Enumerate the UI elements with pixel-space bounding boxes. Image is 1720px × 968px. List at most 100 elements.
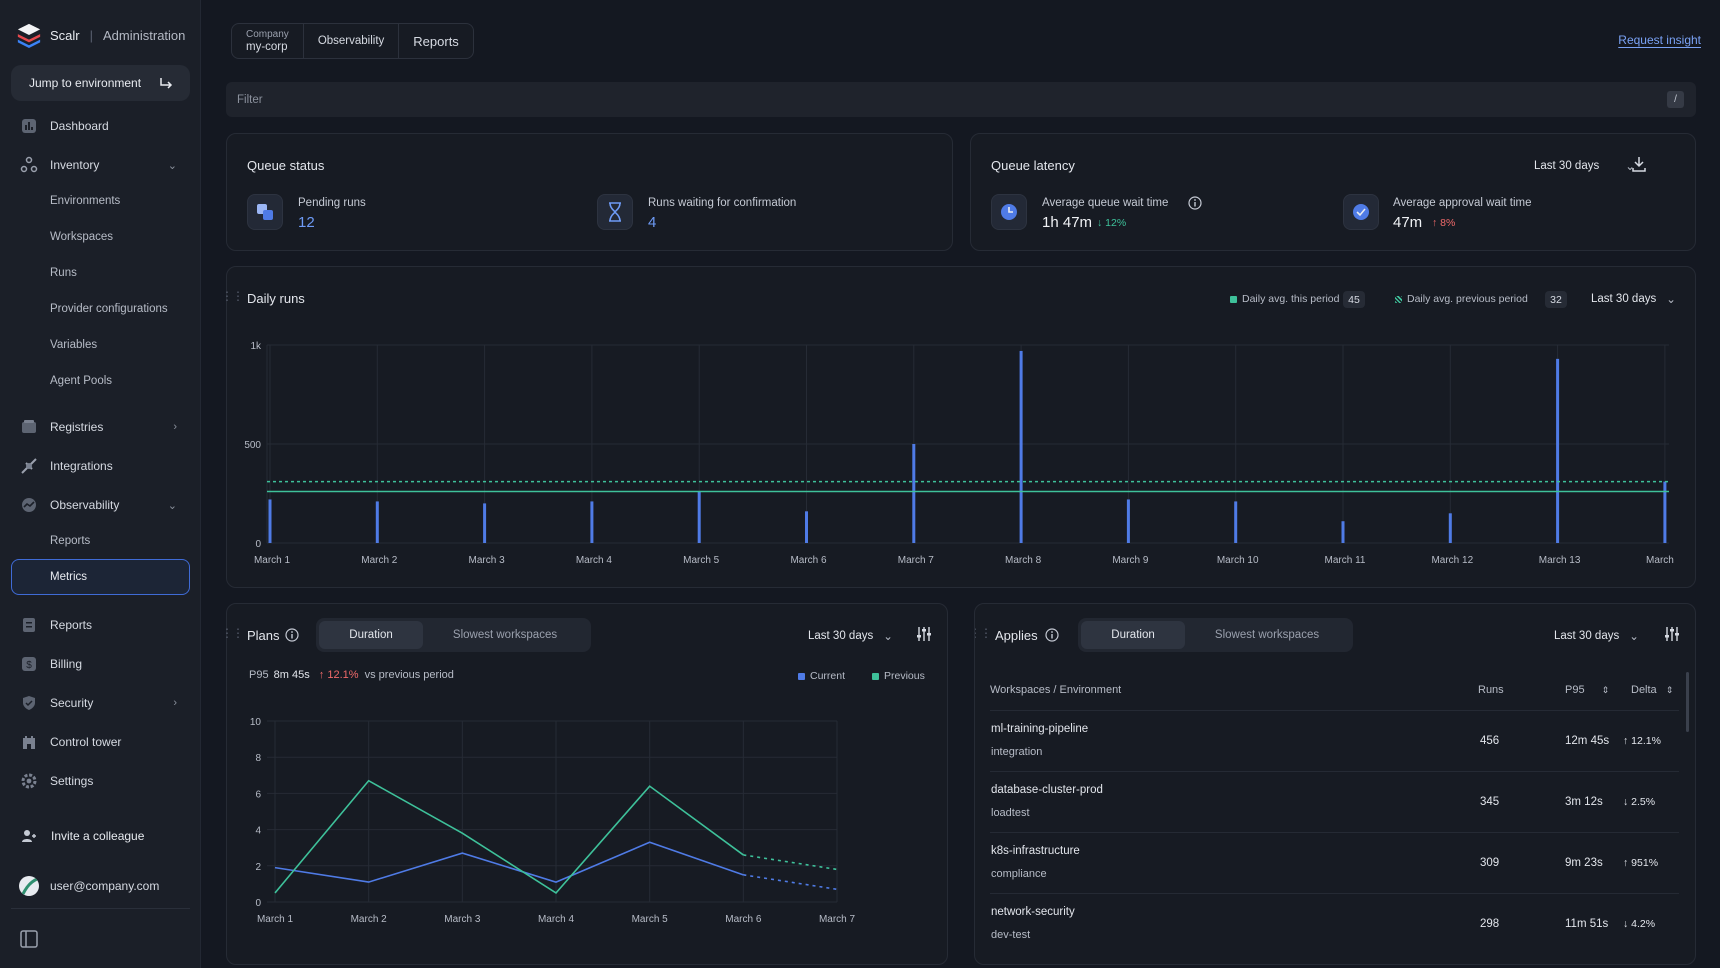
breadcrumb-section[interactable]: Observability <box>303 23 400 59</box>
download-icon[interactable] <box>1631 156 1647 175</box>
info-icon[interactable] <box>285 628 299 645</box>
row-runs: 309 <box>1480 857 1500 869</box>
period-label: Last 30 days <box>808 630 874 642</box>
avatar[interactable] <box>19 876 39 896</box>
sidebar-item-label: Settings <box>50 774 94 788</box>
x-tick-label: March 10 <box>1217 555 1259 566</box>
chevron-down-icon: ⌄ <box>167 159 177 172</box>
sidebar-subitem-runs[interactable]: Runs <box>50 267 77 279</box>
tab-duration[interactable]: Duration <box>319 621 423 649</box>
clock-icon <box>991 194 1027 230</box>
brand[interactable]: Scalr | Administration <box>16 22 185 48</box>
table-row[interactable]: network-security dev-test 298 11m 51s ↓ … <box>990 893 1679 954</box>
col-delta[interactable]: Delta ⇕ <box>1631 684 1674 696</box>
filter-input[interactable]: Filter / <box>226 82 1696 117</box>
bar <box>1663 481 1667 543</box>
legend-previous: Previous <box>872 670 925 682</box>
plans-period-select[interactable]: Last 30 days ⌄ <box>808 629 893 643</box>
row-workspace[interactable]: k8s-infrastructure <box>991 845 1080 857</box>
x-tick-label: March 11 <box>1325 555 1366 566</box>
p95-label: P95 <box>249 669 269 681</box>
sidebar-item-dashboard[interactable]: Dashboard <box>0 111 201 141</box>
brand-separator: | <box>89 27 94 43</box>
tab-slowest-workspaces[interactable]: Slowest workspaces <box>452 629 558 641</box>
invite-colleague-button[interactable]: Invite a colleague <box>0 821 201 851</box>
chart-settings-icon[interactable] <box>916 626 932 645</box>
info-icon[interactable] <box>1045 628 1059 645</box>
brand-name: Scalr <box>50 27 80 43</box>
tab-duration[interactable]: Duration <box>1081 621 1185 649</box>
row-runs: 345 <box>1480 796 1500 808</box>
sidebar-item-security[interactable]: Security › <box>0 688 201 718</box>
legend-previous-period: Daily avg. previous period <box>1395 293 1528 305</box>
col-workspace[interactable]: Workspaces / Environment <box>990 684 1122 696</box>
sidebar-subitem-agent-pools[interactable]: Agent Pools <box>50 375 113 387</box>
y-tick-label: 2 <box>255 862 261 873</box>
breadcrumb-company[interactable]: Company my-corp <box>231 23 304 59</box>
breadcrumb: Company my-corp Observability Reports <box>231 23 474 59</box>
bar <box>1556 358 1560 543</box>
sidebar-item-control-tower[interactable]: Control tower <box>0 727 201 757</box>
tab-slowest-workspaces[interactable]: Slowest workspaces <box>1214 629 1320 641</box>
col-p95[interactable]: P95 ⇕ <box>1565 684 1610 696</box>
drag-handle-icon[interactable]: ⋮⋮ <box>221 626 244 640</box>
row-delta: ↓ 4.2% <box>1623 918 1656 930</box>
chevron-right-icon: › <box>173 421 177 433</box>
y-tick-label: 6 <box>255 789 261 800</box>
table-row[interactable]: ml-training-pipeline integration 456 12m… <box>990 710 1679 771</box>
row-runs: 456 <box>1480 735 1500 747</box>
applies-period-select[interactable]: Last 30 days ⌄ <box>1554 629 1639 643</box>
x-tick-label: March 9 <box>1112 555 1149 566</box>
sidebar-item-observability[interactable]: Observability ⌄ <box>0 490 201 520</box>
x-tick-label: March 14 <box>1646 555 1677 566</box>
period-label: Last 30 days <box>1591 293 1657 305</box>
collapse-sidebar-icon[interactable] <box>20 930 38 951</box>
sort-icon: ⇕ <box>1601 685 1610 695</box>
sidebar-item-integrations[interactable]: Integrations <box>0 451 201 481</box>
sidebar-item-billing[interactable]: $ Billing <box>0 649 201 679</box>
sidebar-subitem-variables[interactable]: Variables <box>50 339 98 351</box>
jump-to-environment-button[interactable]: Jump to environment <box>11 65 190 101</box>
drag-handle-icon[interactable]: ⋮⋮ <box>221 289 244 303</box>
drag-handle-icon[interactable]: ⋮⋮ <box>975 626 992 640</box>
col-runs[interactable]: Runs <box>1478 684 1504 696</box>
sidebar-subitem-reports[interactable]: Reports <box>50 535 91 547</box>
settings-icon <box>20 772 38 790</box>
row-p95: 12m 45s <box>1565 735 1610 747</box>
sidebar-item-inventory[interactable]: Inventory ⌄ <box>0 150 201 180</box>
table-row[interactable]: database-cluster-prod loadtest 345 3m 12… <box>990 771 1679 832</box>
sidebar-item-reports[interactable]: Reports <box>0 610 201 640</box>
plans-title: Plans <box>247 628 280 643</box>
sidebar-item-settings[interactable]: Settings <box>0 766 201 796</box>
sidebar-subitem-metrics-active[interactable] <box>11 559 190 595</box>
table-scrollbar[interactable] <box>1686 672 1689 732</box>
dashboard-icon <box>20 117 38 135</box>
y-tick-label: 0 <box>255 539 261 550</box>
filter-placeholder: Filter <box>237 93 263 106</box>
row-environment: loadtest <box>991 807 1030 819</box>
sidebar-item-registries[interactable]: Registries › <box>0 412 201 442</box>
sidebar-subitem-workspaces[interactable]: Workspaces <box>50 231 114 243</box>
sidebar-subitem-environments[interactable]: Environments <box>50 195 121 207</box>
table-row[interactable]: k8s-infrastructure compliance 309 9m 23s… <box>990 832 1679 893</box>
request-insight-link[interactable]: Request insight <box>1618 33 1701 47</box>
pending-runs-value[interactable]: 12 <box>298 214 315 231</box>
legend-label: Daily avg. this period <box>1242 293 1340 305</box>
waiting-runs-value[interactable]: 4 <box>648 214 657 231</box>
row-workspace[interactable]: database-cluster-prod <box>991 784 1103 796</box>
sidebar-subitem-metrics[interactable]: Metrics <box>50 571 88 583</box>
x-tick-label: March 1 <box>254 555 291 566</box>
avg-approval-wait-value: 47m <box>1393 214 1423 231</box>
sidebar-item-label: Dashboard <box>50 119 109 133</box>
sidebar-subitem-provider-configurations[interactable]: Provider configurations <box>50 303 168 315</box>
row-workspace[interactable]: network-security <box>991 906 1075 918</box>
security-icon <box>20 694 38 712</box>
user-menu[interactable]: user@company.com <box>0 871 201 901</box>
row-workspace[interactable]: ml-training-pipeline <box>991 723 1089 735</box>
queue-status-card: Queue status Pending runs 12 Runs waitin… <box>226 133 953 251</box>
row-environment: dev-test <box>991 929 1031 941</box>
info-icon[interactable] <box>1188 196 1202 213</box>
chart-settings-icon[interactable] <box>1664 626 1680 645</box>
queue-latency-period-select[interactable]: Last 30 days ⌄ <box>1534 159 1635 173</box>
daily-runs-period-select[interactable]: Last 30 days ⌄ <box>1591 292 1676 306</box>
